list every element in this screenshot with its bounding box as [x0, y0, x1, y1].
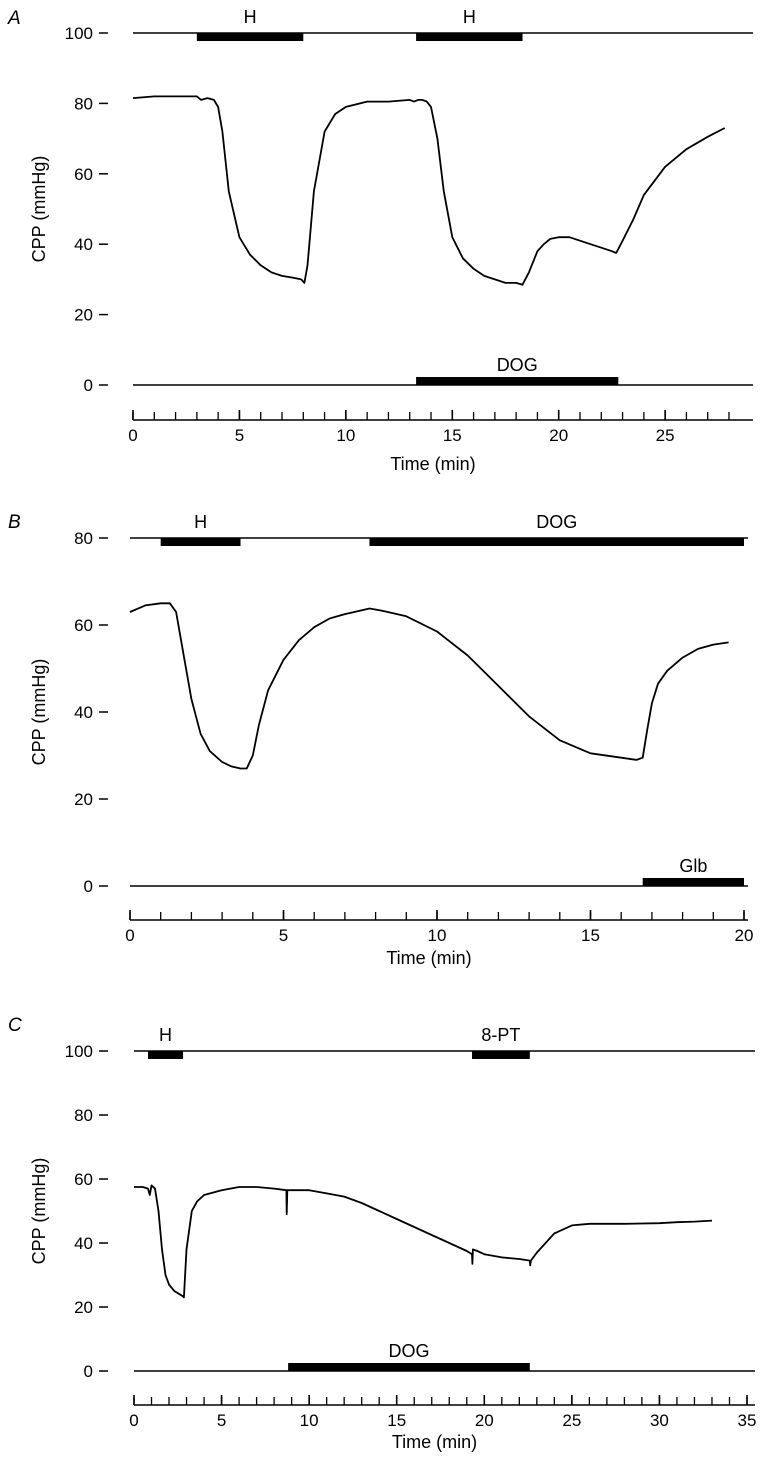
treatment-bar-h [148, 1051, 184, 1059]
y-tick-label: 60 [74, 616, 93, 635]
treatment-bar-dog [416, 377, 619, 385]
y-axis-label: CPP (mmHg) [29, 156, 49, 263]
x-tick-label: 5 [217, 1411, 226, 1430]
x-tick-label: 10 [428, 926, 447, 945]
treatment-bar-dog [369, 538, 744, 546]
treatment-label: DOG [536, 512, 577, 532]
treatment-label: H [194, 512, 207, 532]
y-tick-label: 80 [74, 529, 93, 548]
x-tick-label: 30 [650, 1411, 669, 1430]
y-tick-label: 100 [65, 1042, 93, 1061]
treatment-bar-h [160, 538, 241, 546]
x-tick-label: 35 [738, 1411, 757, 1430]
x-tick-label: 15 [387, 1411, 406, 1430]
treatment-bar-dog [288, 1363, 530, 1371]
x-axis-label: Time (min) [392, 1432, 477, 1452]
panel-letter: A [7, 8, 21, 29]
x-tick-label: 10 [300, 1411, 319, 1430]
treatment-bar-8-pt [472, 1051, 530, 1059]
x-tick-label: 5 [235, 426, 244, 445]
y-tick-label: 60 [74, 165, 93, 184]
x-tick-label: 0 [125, 926, 134, 945]
y-tick-label: 0 [84, 877, 93, 896]
treatment-label: DOG [497, 355, 538, 375]
panel-letter: B [8, 512, 21, 533]
x-axis-label: Time (min) [390, 454, 475, 474]
y-tick-label: 0 [84, 1362, 93, 1381]
treatment-bar-h [416, 33, 523, 41]
chart-panel-a: A CPP (mmHg) 0 20 40 60 80 100 H H DOG 0 5 10 15 20 25 Ti… [7, 7, 753, 474]
y-tick-label: 40 [74, 1234, 93, 1253]
treatment-label: H [463, 7, 476, 27]
x-tick-label: 20 [475, 1411, 494, 1430]
treatment-label: 8-PT [481, 1025, 520, 1045]
x-tick-label: 15 [443, 426, 462, 445]
chart-panel-b: B CPP (mmHg) 0 20 40 60 80 H DOG Glb 0 5 10 15 20 Time … [8, 512, 753, 968]
panel-letter: C [8, 1015, 22, 1036]
chart-panel-c: C CPP (mmHg) 0 20 40 60 80 100 H 8-PT DOG 0 5 10 15 20 2… [8, 1015, 756, 1452]
x-tick-label: 25 [656, 426, 675, 445]
y-tick-label: 100 [65, 24, 93, 43]
x-axis-label: Time (min) [386, 948, 471, 968]
cpp-trace-line [134, 1184, 713, 1299]
treatment-label: H [159, 1025, 172, 1045]
y-tick-label: 0 [84, 376, 93, 395]
treatment-label: H [244, 7, 257, 27]
treatment-bar-h [196, 33, 304, 41]
y-tick-label: 80 [74, 1106, 93, 1125]
x-tick-label: 0 [129, 1411, 138, 1430]
x-tick-label: 0 [128, 426, 137, 445]
y-tick-label: 20 [74, 790, 93, 809]
y-axis-label: CPP (mmHg) [29, 1158, 49, 1265]
x-tick-label: 10 [336, 426, 355, 445]
x-tick-label: 25 [562, 1411, 581, 1430]
y-tick-label: 40 [74, 235, 93, 254]
cpp-trace-line [129, 602, 729, 770]
x-tick-label: 20 [735, 926, 754, 945]
x-tick-label: 15 [581, 926, 600, 945]
treatment-label: DOG [388, 1341, 429, 1361]
x-tick-label: 5 [279, 926, 288, 945]
y-tick-label: 40 [74, 703, 93, 722]
x-tick-label: 20 [549, 426, 568, 445]
treatment-label: Glb [679, 856, 707, 876]
y-axis-label: CPP (mmHg) [29, 659, 49, 766]
y-tick-label: 20 [74, 1298, 93, 1317]
cpp-trace-line [132, 95, 726, 286]
y-tick-label: 60 [74, 1170, 93, 1189]
treatment-bar-glb [642, 878, 744, 886]
y-tick-label: 80 [74, 94, 93, 113]
y-tick-label: 20 [74, 306, 93, 325]
